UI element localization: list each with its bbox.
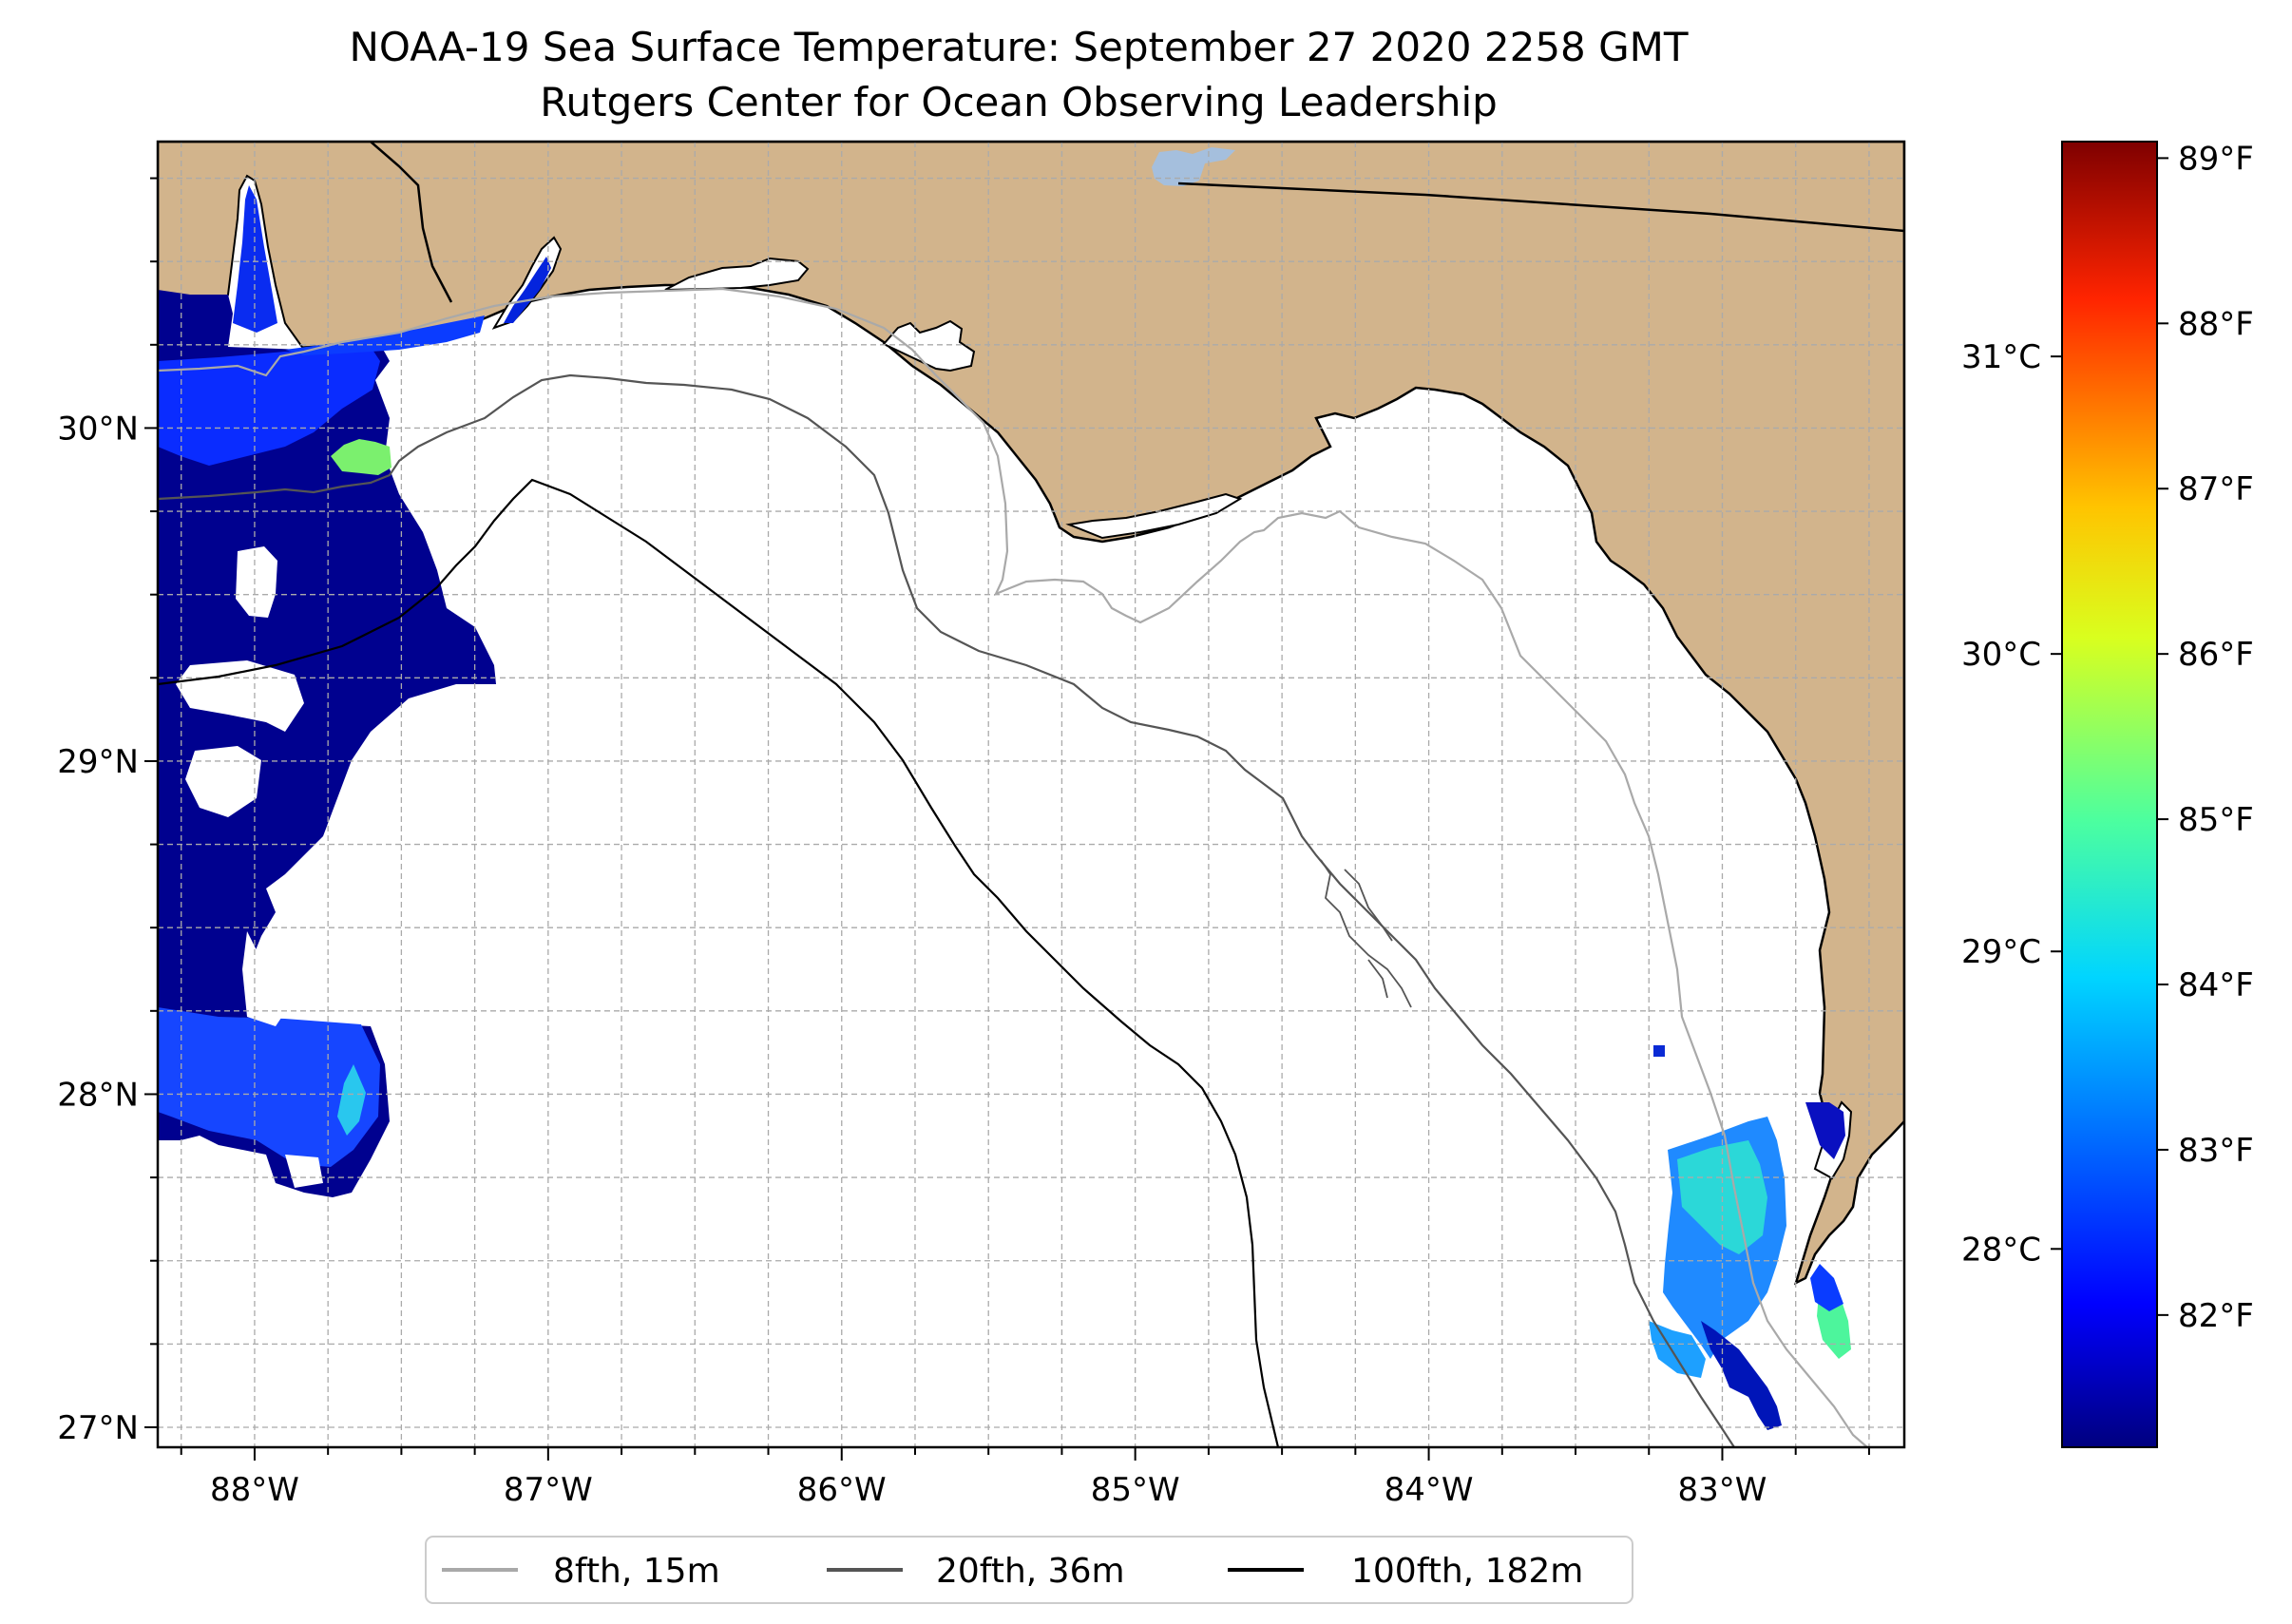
figure-subtitle: Rutgers Center for Ocean Observing Leade… xyxy=(540,79,1498,125)
sst-patch-pensacola xyxy=(504,257,551,323)
colorbar-c-tick-label: 31°C xyxy=(1961,338,2041,376)
isobath-8fth xyxy=(158,287,1868,1447)
lon-tick-label: 85°W xyxy=(1091,1471,1180,1509)
lon-tick-label: 87°W xyxy=(504,1471,593,1509)
colorbar-c-tick-label: 28°C xyxy=(1961,1231,2041,1269)
map-area xyxy=(158,142,1904,1447)
lon-axis: 88°W 87°W 86°W 85°W 84°W 83°W xyxy=(180,1447,1870,1509)
sst-patch-west-near-coast xyxy=(158,347,380,466)
lat-tick-label: 27°N xyxy=(57,1409,139,1447)
colorbar-c-tick-label: 30°C xyxy=(1961,636,2041,674)
figure-title: NOAA-19 Sea Surface Temperature: Septemb… xyxy=(349,24,1688,70)
colorbar-f-tick-label: 88°F xyxy=(2178,305,2254,343)
isobath-20fth xyxy=(158,373,1735,1447)
lat-tick-label: 29°N xyxy=(57,743,139,781)
lat-tick-label: 30°N xyxy=(57,410,139,448)
sst-patch-east-outlier xyxy=(1653,1045,1665,1057)
cloud-gap xyxy=(185,746,261,817)
st-andrew-bay xyxy=(882,319,976,373)
sst-patch-coastal-blue xyxy=(1810,1264,1843,1311)
cloud-gap xyxy=(236,546,277,618)
map-frame xyxy=(156,140,1906,1449)
sst-patch-east-dark xyxy=(1701,1321,1782,1430)
colorbar-f-tick-label: 87°F xyxy=(2178,470,2254,508)
colorbar-f-tick-label: 82°F xyxy=(2178,1297,2254,1335)
lon-tick-label: 83°W xyxy=(1678,1471,1767,1509)
cloud-gap xyxy=(285,1155,323,1188)
state-border xyxy=(1177,182,1904,233)
colorbar-f-tick-label: 89°F xyxy=(2178,140,2254,178)
legend-box xyxy=(425,1536,1633,1604)
colorbar-f-tick-label: 86°F xyxy=(2178,636,2254,674)
legend-label-20fth: 20fth, 36m xyxy=(936,1552,1125,1591)
sst-patch-tampa-dark xyxy=(1805,1102,1845,1159)
sst-patch-west xyxy=(158,290,496,1197)
lon-tick-label: 86°W xyxy=(797,1471,887,1509)
map-gridlines xyxy=(158,142,1904,1447)
isobath-20fth-islands xyxy=(1320,859,1412,1008)
sst-patch-west-warm xyxy=(158,1007,380,1167)
isobath-100fth xyxy=(158,478,1280,1447)
cloud-gap xyxy=(242,931,285,1026)
apalachicola-bay xyxy=(1065,492,1243,540)
legend: 8fth, 15m 20fth, 36m 100fth, 182m xyxy=(425,1536,1633,1604)
colorbar-f-tick-label: 85°F xyxy=(2178,801,2254,839)
state-border-west xyxy=(370,142,453,303)
legend-label-8fth: 8fth, 15m xyxy=(553,1552,720,1591)
sst-patch-bay-cyan xyxy=(337,1064,366,1136)
lon-tick-label: 84°W xyxy=(1385,1471,1474,1509)
lat-axis: 27°N 28°N 29°N 30°N xyxy=(57,177,158,1447)
lat-tick-label: 28°N xyxy=(57,1076,139,1114)
colorbar xyxy=(2061,141,2158,1448)
choctawhatchee-bay xyxy=(664,257,810,291)
colorbar-celsius-axis: 28°C 29°C 30°C 31°C xyxy=(1961,338,2062,1269)
colorbar-c-tick-label: 29°C xyxy=(1961,933,2041,971)
lake xyxy=(1152,147,1235,186)
lon-tick-label: 88°W xyxy=(210,1471,299,1509)
colorbar-f-tick-label: 83°F xyxy=(2178,1132,2254,1170)
legend-label-100fth: 100fth, 182m xyxy=(1351,1552,1583,1591)
colorbar-f-tick-label: 84°F xyxy=(2178,966,2254,1004)
sst-patch-bay-warm xyxy=(331,439,392,475)
colorbar-fahrenheit-axis: 82°F 83°F 84°F 85°F 86°F 87°F 88°F 89°F xyxy=(2157,140,2254,1335)
